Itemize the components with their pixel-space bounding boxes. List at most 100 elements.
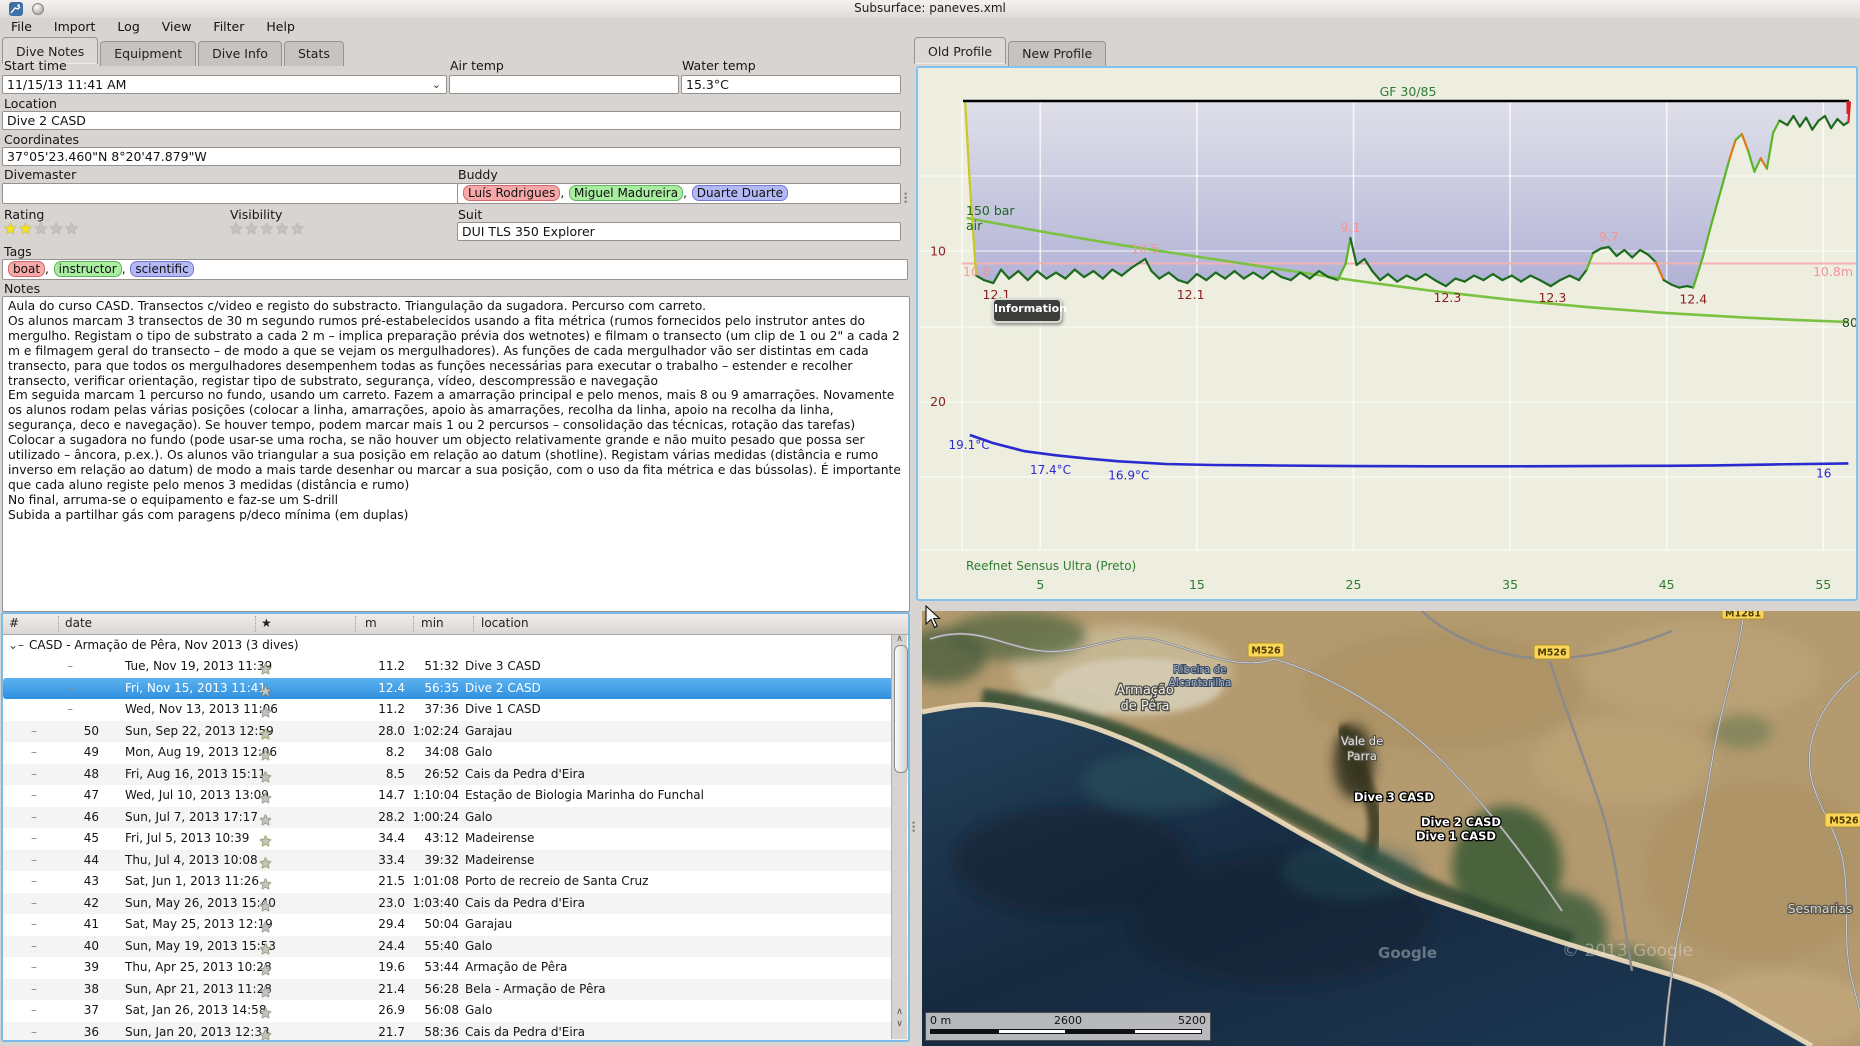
splitter-handle-2[interactable]: • • • [911, 819, 917, 837]
dive-row[interactable]: –48 Fri, Aug 16, 2013 15:11 ★ ★ ★ ★ ★ 8.5 26:52 C… [3, 763, 908, 786]
title-bar: Subsurface: paneves.xml [0, 0, 1860, 18]
menu-bar: File Import Log View Filter Help [0, 18, 1860, 36]
star-icon[interactable]: ★ [259, 219, 276, 238]
pill-luís-rodrigues: Luís Rodrigues [463, 185, 561, 201]
air-temp-field[interactable] [449, 75, 679, 94]
dive-row[interactable]: –49 Mon, Aug 19, 2013 12:06 ★ ★ ★ ★ ★ 8.2 34:08 G… [31, 745, 493, 764]
time-axis-tick: 45 [1659, 577, 1675, 592]
dive-row[interactable]: –39 Thu, Apr 25, 2013 10:28 ★ ★ ★ ★ ★ 19.6 53:44… [31, 960, 568, 979]
column-header-4[interactable]: min [421, 616, 444, 630]
profile-fill [965, 101, 1850, 288]
dive-list-scrollbar[interactable]: ∧ ∧ ∨ [891, 634, 908, 1039]
information-button[interactable]: Information [992, 298, 1067, 323]
dive-row[interactable]: –44 Thu, Jul 4, 2013 10:08 ★ ★ ★ ★ ★ 33.4 39:32 M… [3, 849, 908, 872]
dive-row[interactable]: –50 Sun, Sep 22, 2013 12:59 ★ ★ ★ ★ ★ 28.0 1:02:… [3, 720, 908, 743]
road-badge-m526-c [1824, 812, 1860, 828]
column-header-3[interactable]: m [365, 616, 377, 630]
water-temp-field[interactable]: 15.3°C [681, 75, 901, 94]
dive-list[interactable]: # date ★ m min location ⌄– CASD - Armação de … [1, 612, 910, 1042]
star-icon[interactable]: ★ [275, 219, 291, 238]
dive-list-header[interactable]: # date ★ m min location [3, 614, 908, 635]
menu-file[interactable]: File [11, 19, 32, 34]
dive-profile-chart[interactable]: GF 30/85 150 bar air 80 10.8m 10.8 10 20 5 15 25 35… [916, 66, 1858, 601]
road-badge-m1281 [1721, 611, 1765, 620]
subsurface-app-icon [9, 2, 23, 16]
column-header-1[interactable]: date [65, 616, 93, 630]
menu-import[interactable]: Import [53, 19, 96, 34]
star-icon[interactable]: ★ [33, 219, 50, 238]
scrollbar-thumb[interactable] [893, 645, 908, 773]
tab-equipment[interactable]: Equipment [100, 41, 197, 66]
suit-field[interactable]: DUI TLS 350 Explorer [457, 222, 901, 241]
time-axis-tick: 25 [1346, 577, 1362, 592]
time-axis-tick: 5 [1036, 577, 1044, 592]
time-axis-tick: 35 [1502, 577, 1518, 592]
dive-row[interactable]: – Tue, Nov 19, 2013 11:39 ★ ★ ★ ★ ★ 11.2 51:32 Di… [67, 659, 541, 678]
scale-max: 5200 [1178, 1014, 1206, 1027]
column-header-5[interactable]: location [481, 616, 529, 630]
visibility-stars[interactable]: ★★★★★ [229, 219, 306, 238]
tab-dive-notes[interactable]: Dive Notes [2, 37, 99, 64]
divemaster-field[interactable] [2, 183, 460, 204]
rating-stars[interactable]: ★★★★★ [3, 219, 80, 238]
mean-depth-label: 10.8m [1813, 264, 1853, 279]
tab-old-profile[interactable]: Old Profile [914, 37, 1007, 64]
column-header-0[interactable]: # [9, 616, 20, 630]
scroll-up2-icon[interactable]: ∧ [896, 1007, 903, 1017]
depth-annotation: 10.5 [1131, 241, 1159, 256]
tags-field[interactable]: boat, instructor, scientific [2, 259, 908, 280]
dive-row[interactable]: –38 Sun, Apr 21, 2013 11:28 ★ ★ ★ ★ ★ 21.4 56:28… [3, 978, 908, 1001]
star-icon[interactable]: ★ [18, 219, 34, 238]
coordinates-field[interactable]: 37°05'23.460"N 8°20'47.879"W [2, 147, 901, 166]
road-badge-m1281-label: M1281 [1725, 611, 1761, 620]
tab-new-profile[interactable]: New Profile [1008, 41, 1107, 66]
notes-textarea[interactable]: Aula do curso CASD. Transectos c/video e… [2, 296, 910, 612]
star-icon[interactable]: ★ [244, 219, 260, 238]
menu-filter[interactable]: Filter [213, 19, 245, 34]
chevron-down-icon[interactable]: ⌄ [431, 78, 441, 91]
dive-row[interactable]: –42 Sun, May 26, 2013 15:40 ★ ★ ★ ★ ★ 23.0 1:03:… [3, 892, 908, 915]
tab-dive-info[interactable]: Dive Info [198, 41, 282, 66]
dive-row[interactable]: – Fri, Nov 15, 2013 11:41 ★ ★ ★ ★ ★ 12.4 56:35 Di… [3, 677, 908, 700]
dive-row[interactable]: –41 Sat, May 25, 2013 12:19 ★ ★ ★ ★ ★ 29.4 50:04… [31, 917, 513, 936]
menu-log[interactable]: Log [117, 19, 140, 34]
star-icon[interactable]: ★ [64, 219, 80, 238]
menu-help[interactable]: Help [266, 19, 295, 34]
dive-row[interactable]: –36 Sun, Jan 20, 2013 12:33 ★ ★ ★ ★ ★ 21.7 58:36… [3, 1021, 908, 1040]
divemaster-label: Divemaster [4, 167, 77, 182]
dive-row[interactable]: –45 Fri, Jul 5, 2013 10:39 ★ ★ ★ ★ ★ 34.4 43:12 M… [31, 831, 535, 850]
start-time-combobox[interactable]: 11/15/13 11:41 AM ⌄ [2, 75, 447, 94]
trip-row[interactable]: ⌄– CASD - Armação de Pêra, Nov 2013 (3 d… [3, 635, 908, 656]
star-icon[interactable]: ★ [290, 219, 306, 238]
tab-stats[interactable]: Stats [283, 41, 344, 66]
temp-annotation: 16 [1816, 466, 1831, 480]
device-label: Reefnet Sensus Ultra (Preto) [966, 559, 1136, 573]
scroll-up-icon[interactable]: ∧ [896, 634, 903, 644]
vale-label-1: Vale de [1341, 734, 1383, 748]
time-axis-tick: 15 [1189, 577, 1205, 592]
dive-row[interactable]: –47 Wed, Jul 10, 2013 13:09 ★ ★ ★ ★ ★ 14.7 1:10:… [31, 788, 704, 807]
dive3-map-label: Dive 3 CASD [1354, 790, 1434, 804]
star-icon[interactable]: ★ [3, 219, 19, 238]
dive-row[interactable]: –37 Sat, Jan 26, 2013 14:58 ★ ★ ★ ★ ★ 26.9 56:08… [31, 1003, 493, 1022]
dive-site-map[interactable]: M526 M526 M1281 M526 Armação de Pêra Rib… [922, 611, 1860, 1046]
dive-row[interactable]: –43 Sat, Jun 1, 2013 11:26 ★ ★ ★ ★ ★ 21.5 1:01:0… [31, 874, 649, 893]
splitter-handle[interactable]: • • • [903, 190, 909, 208]
scale-zero: 0 m [930, 1014, 952, 1027]
location-field[interactable]: Dive 2 CASD [2, 111, 901, 130]
pill-scientific: scientific [130, 261, 194, 277]
star-icon[interactable]: ★ [229, 219, 245, 238]
dive-row[interactable]: –46 Sun, Jul 7, 2013 17:17 ★ ★ ★ ★ ★ 28.2 1:00:2… [3, 806, 908, 829]
star-icon[interactable]: ★ [49, 219, 65, 238]
column-header-2[interactable]: ★ [261, 616, 272, 630]
scroll-down-icon[interactable]: ∨ [896, 1019, 903, 1029]
dive-row[interactable]: – Wed, Nov 13, 2013 11:06 ★ ★ ★ ★ ★ 11.2 37:36 Di… [67, 702, 541, 721]
collapse-arrow-icon[interactable]: ⌄– [8, 638, 25, 652]
menu-view[interactable]: View [161, 19, 192, 34]
temp-annotation: 19.1°C [949, 438, 990, 452]
buddy-field[interactable]: Luís Rodrigues, Miguel Madureira, Duarte… [457, 183, 901, 204]
dive-row[interactable]: –40 Sun, May 19, 2013 15:53 ★ ★ ★ ★ ★ 24.4 55:40… [3, 935, 908, 958]
suit-label: Suit [458, 207, 483, 222]
